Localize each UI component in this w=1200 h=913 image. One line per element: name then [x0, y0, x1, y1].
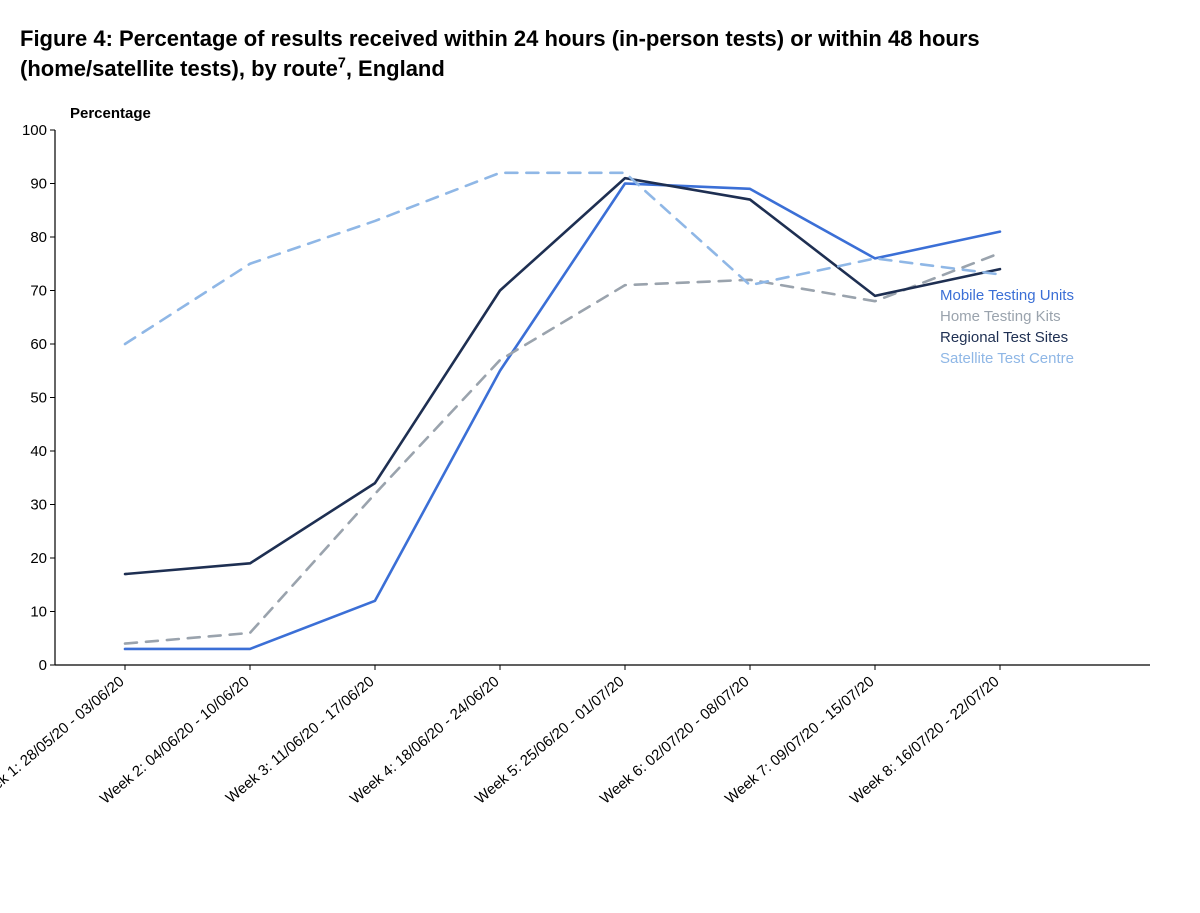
series-line: [125, 173, 1000, 344]
line-chart: Percentage0102030405060708090100Week 1: …: [0, 100, 1200, 900]
legend-label: Home Testing Kits: [940, 308, 1061, 325]
series-line: [125, 253, 1000, 644]
y-tick-label: 100: [22, 122, 47, 139]
y-tick-label: 40: [30, 443, 47, 460]
legend-label: Mobile Testing Units: [940, 287, 1074, 304]
y-tick-label: 10: [30, 604, 47, 621]
y-tick-label: 90: [30, 176, 47, 193]
y-axis-title: Percentage: [70, 105, 151, 122]
y-tick-label: 0: [39, 657, 47, 674]
x-tick-label: Week 8: 16/07/20 - 22/07/20: [847, 673, 1003, 808]
figure-title-prefix: Figure 4: Percentage of results received…: [20, 26, 980, 81]
legend-label: Regional Test Sites: [940, 329, 1068, 346]
y-tick-label: 50: [30, 390, 47, 407]
y-tick-label: 80: [30, 229, 47, 246]
y-tick-label: 60: [30, 336, 47, 353]
y-tick-label: 70: [30, 283, 47, 300]
x-tick-label: Week 3: 11/06/20 - 17/06/20: [223, 673, 378, 807]
figure-title-suffix: , England: [346, 56, 445, 81]
y-tick-label: 30: [30, 497, 47, 514]
series-line: [125, 178, 1000, 574]
chart-container: Percentage0102030405060708090100Week 1: …: [0, 100, 1200, 900]
legend-label: Satellite Test Centre: [940, 350, 1074, 367]
y-tick-label: 20: [30, 550, 47, 567]
figure-title-sup: 7: [338, 55, 346, 71]
figure-title: Figure 4: Percentage of results received…: [20, 24, 1120, 83]
series-line: [125, 184, 1000, 649]
